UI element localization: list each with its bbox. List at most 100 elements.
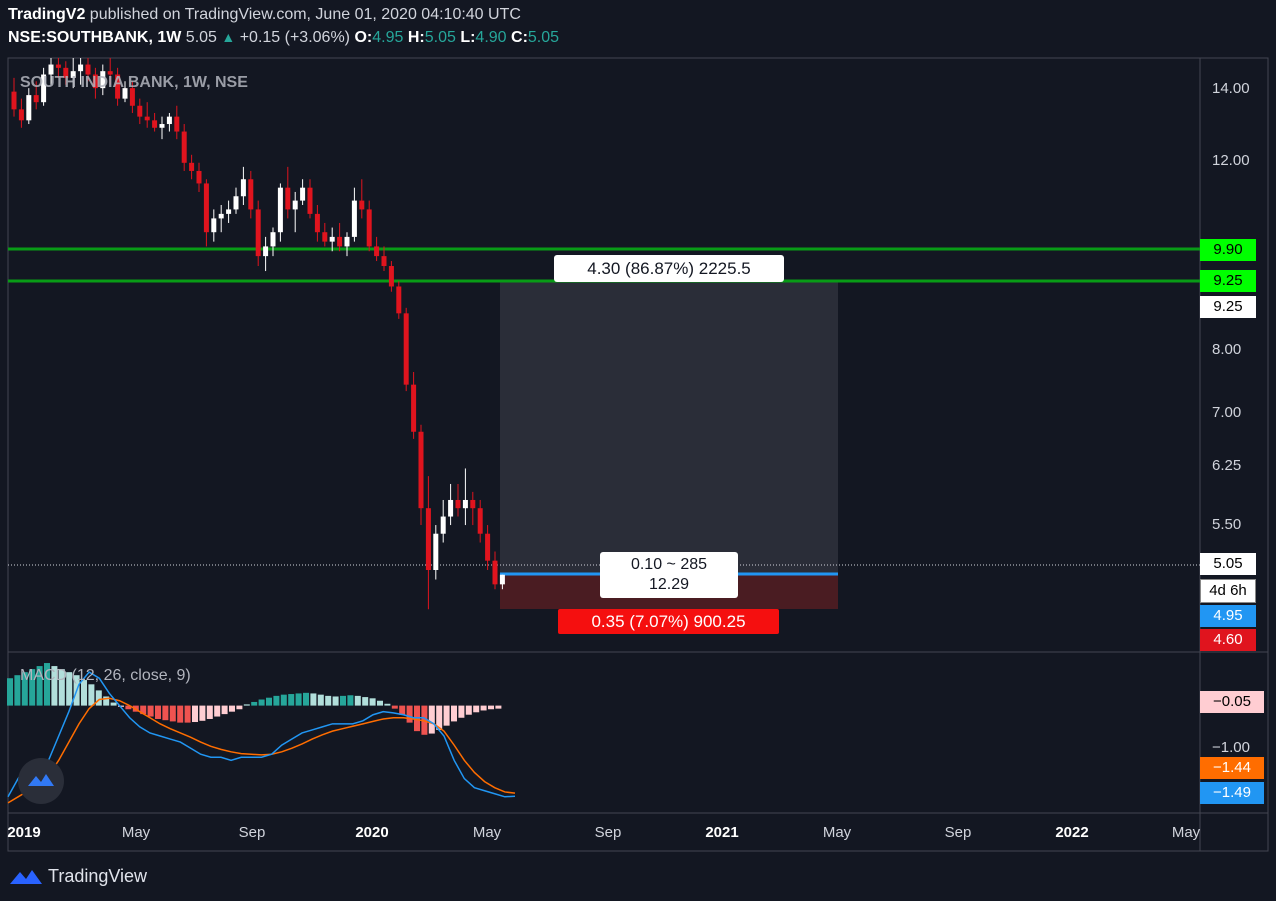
candle-body bbox=[300, 187, 306, 201]
signal-value-label: −1.44 bbox=[1200, 757, 1264, 779]
macd-tick: −1.00 bbox=[1212, 739, 1250, 756]
macd-histogram-bar bbox=[347, 695, 354, 706]
candle-body bbox=[366, 209, 372, 247]
candle-body bbox=[78, 64, 84, 72]
candle-body bbox=[381, 256, 387, 267]
candle-body bbox=[233, 196, 239, 210]
macd-histogram-bar bbox=[51, 666, 58, 706]
candle-body bbox=[11, 91, 17, 110]
time-tick: May bbox=[121, 824, 151, 841]
candle-body bbox=[122, 88, 128, 99]
macd-histogram-bar bbox=[66, 672, 73, 706]
macd-histogram-bar bbox=[406, 705, 413, 723]
candle-body bbox=[344, 236, 350, 247]
low-label: L: bbox=[460, 29, 476, 46]
macd-histogram-bar bbox=[199, 705, 206, 721]
macd-histogram-bar bbox=[251, 701, 258, 706]
macd-histogram-bar bbox=[29, 669, 36, 706]
macd-histogram-bar bbox=[288, 694, 295, 706]
candle-body bbox=[48, 64, 54, 75]
candle-body bbox=[425, 508, 431, 571]
macd-histogram-bar bbox=[332, 696, 339, 706]
candle-body bbox=[374, 246, 380, 257]
author: TradingV2 bbox=[8, 6, 86, 23]
price-change: +0.15 (+3.06%) bbox=[239, 29, 350, 46]
macd-histogram-bar bbox=[258, 699, 265, 706]
candle-body bbox=[485, 533, 491, 561]
macd-histogram-bar bbox=[236, 705, 243, 710]
candle-body bbox=[129, 88, 135, 106]
candle-body bbox=[55, 64, 61, 68]
price-label-stop: 4.60 bbox=[1200, 629, 1256, 651]
candle-body bbox=[211, 218, 217, 233]
macd-histogram-bar bbox=[354, 695, 361, 706]
signal-line bbox=[7, 697, 516, 804]
macd-group bbox=[7, 663, 516, 804]
tradingview-badge-icon[interactable] bbox=[18, 758, 64, 804]
macd-indicator-label[interactable]: MACD (12, 26, close, 9) bbox=[20, 667, 191, 684]
candle-body bbox=[226, 209, 232, 214]
macd-histogram-bar bbox=[14, 675, 21, 706]
macd-histogram-bar bbox=[169, 705, 176, 722]
candle-body bbox=[492, 560, 498, 585]
candle-body bbox=[203, 183, 209, 233]
footer-brand[interactable]: TradingView bbox=[48, 866, 148, 886]
risk-reward-box: 0.10 ~ 285 12.29 bbox=[600, 552, 738, 598]
candle-body bbox=[107, 71, 113, 75]
macd-histogram-bar bbox=[44, 663, 50, 706]
candle-body bbox=[255, 209, 261, 257]
macd-histogram-bar bbox=[229, 705, 235, 712]
candle-body bbox=[270, 232, 276, 247]
macd-histogram-bar bbox=[436, 705, 443, 730]
macd-histogram-bar bbox=[214, 705, 221, 717]
macd-histogram-bar bbox=[451, 705, 457, 722]
price-label-9-90: 9.90 bbox=[1200, 239, 1256, 261]
candles-group bbox=[11, 58, 505, 610]
candle-body bbox=[329, 236, 335, 242]
candle-body bbox=[63, 67, 69, 78]
candle-body bbox=[462, 499, 468, 509]
macd-histogram-bar bbox=[495, 705, 502, 709]
bar-countdown: 4d 6h bbox=[1200, 579, 1256, 603]
macd-histogram-bar bbox=[295, 693, 302, 706]
stop-label: 0.35 (7.07%) 900.25 bbox=[558, 609, 779, 634]
macd-histogram-bar bbox=[110, 702, 117, 706]
candle-body bbox=[33, 95, 39, 103]
candle-body bbox=[26, 95, 32, 121]
time-tick: 2021 bbox=[705, 824, 739, 841]
candle-body bbox=[144, 116, 150, 121]
macd-histogram-bar bbox=[421, 705, 428, 735]
candle-body bbox=[41, 74, 47, 103]
candle-body bbox=[388, 266, 394, 287]
candle-body bbox=[115, 74, 121, 99]
price-tick: 14.00 bbox=[1212, 80, 1250, 97]
macd-histogram-bar bbox=[81, 680, 87, 706]
candle-body bbox=[448, 499, 454, 517]
macd-histogram-bar bbox=[125, 705, 132, 710]
close-value: 5.05 bbox=[527, 29, 560, 46]
macd-histogram-bar bbox=[303, 692, 309, 706]
high-value: 5.05 bbox=[424, 29, 456, 46]
macd-hist-label: −0.05 bbox=[1200, 691, 1264, 713]
chart-frame bbox=[7, 57, 1269, 852]
price-label-target: 9.25 bbox=[1200, 296, 1256, 318]
price-tick: 7.00 bbox=[1212, 404, 1242, 421]
macd-histogram-bar bbox=[177, 705, 184, 723]
price-label-entry: 4.95 bbox=[1200, 605, 1256, 627]
macd-histogram-bar bbox=[266, 697, 272, 706]
macd-histogram-bar bbox=[221, 705, 228, 715]
risk-reward-ratio: 0.10 ~ 285 bbox=[630, 556, 708, 573]
candle-body bbox=[499, 574, 505, 585]
time-tick: May bbox=[472, 824, 502, 841]
macd-histogram-bar bbox=[391, 705, 398, 709]
open-value: 4.95 bbox=[372, 29, 404, 46]
candle-body bbox=[18, 109, 24, 121]
candle-body bbox=[396, 286, 402, 314]
macd-histogram-bar bbox=[458, 705, 465, 718]
macd-histogram-bar bbox=[362, 697, 369, 706]
candle-body bbox=[285, 187, 291, 210]
candle-body bbox=[403, 313, 409, 385]
macd-histogram-bar bbox=[243, 704, 250, 706]
low-value: 4.90 bbox=[475, 29, 507, 46]
